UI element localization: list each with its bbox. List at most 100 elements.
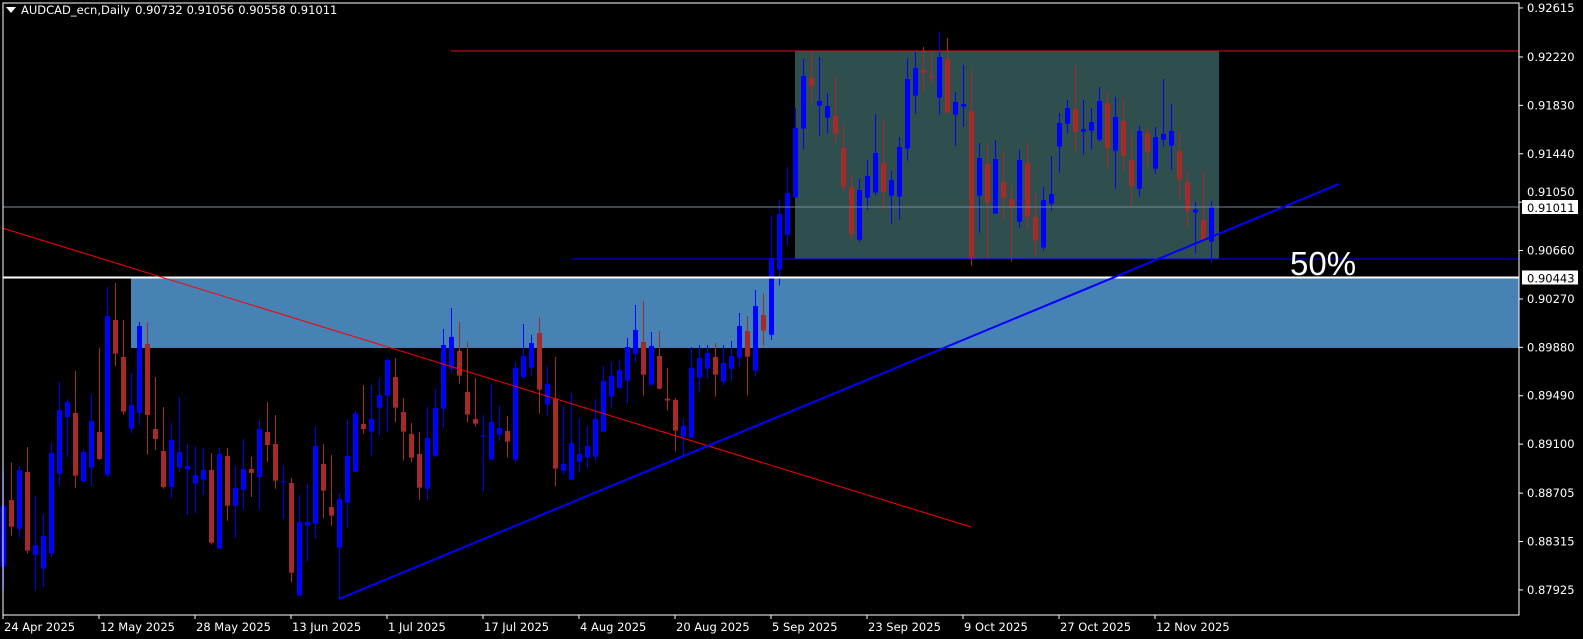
candle-bearish [1105, 91, 1110, 169]
candle-bearish [249, 456, 254, 497]
low-value: 0.90558 [238, 3, 286, 17]
candle-bullish [953, 91, 958, 146]
candle-body [57, 410, 62, 474]
candle-body [89, 420, 94, 468]
candle-body [1097, 100, 1102, 140]
candle-bullish [913, 52, 918, 114]
candle-bullish [177, 396, 182, 472]
candle-bullish [337, 493, 342, 599]
candle-bearish [673, 397, 678, 452]
candle-body [1129, 159, 1134, 186]
price-tick-label: 0.91050 [1527, 185, 1575, 199]
candle-body [657, 355, 662, 389]
candle-body [1081, 128, 1086, 132]
support-zone-rectangle [131, 277, 1519, 348]
candle-body [953, 101, 958, 115]
candle-bearish [25, 446, 30, 554]
candle-bullish [1097, 87, 1102, 142]
candle-body [1137, 130, 1142, 189]
candle-bullish [1049, 156, 1054, 211]
price-axis[interactable]: 0.92615 0.92220 0.91830 0.91440 0.91050 0.906… [1519, 1, 1578, 597]
candle-bearish [713, 343, 718, 397]
candle-bullish [1137, 125, 1142, 197]
candle-bullish [585, 426, 590, 469]
candle-body [961, 104, 966, 107]
candle-body [105, 315, 110, 476]
candle-body [793, 127, 798, 198]
candle-bullish [1065, 99, 1070, 134]
candle-body [201, 469, 206, 480]
candle-body [937, 56, 942, 98]
candle-body [1017, 159, 1022, 222]
candle-bearish [457, 321, 462, 384]
candle-bullish [857, 178, 862, 242]
candle-bullish [425, 406, 430, 500]
date-tick-label: 12 May 2025 [100, 620, 175, 634]
candle-body [1065, 107, 1070, 124]
candle-bullish [1169, 104, 1174, 170]
candle-bullish [89, 394, 94, 486]
candle-body [433, 407, 438, 456]
candle-bearish [417, 431, 422, 500]
candle-bearish [473, 377, 478, 427]
candle-bearish [1025, 142, 1030, 230]
candle-bullish [865, 159, 870, 210]
candle-body [281, 481, 286, 483]
level-price-label-text: 0.90443 [1527, 271, 1575, 285]
candle-body [673, 399, 678, 431]
candle-bullish [1113, 96, 1118, 189]
candle-bullish [241, 438, 246, 510]
candle-body [353, 413, 358, 472]
candle-bullish [977, 142, 982, 233]
candle-bullish [297, 495, 302, 596]
candle-body [993, 158, 998, 214]
candle-bearish [985, 144, 990, 259]
candle-bullish [785, 166, 790, 246]
candle-bullish [1057, 112, 1062, 173]
candle-body [697, 358, 702, 378]
candle-body [809, 77, 814, 86]
candle-body [601, 380, 606, 432]
candle-bullish [17, 465, 22, 538]
candle-bullish [817, 56, 822, 136]
candle-bullish [889, 171, 894, 224]
candle-body [841, 147, 846, 187]
candle-body [745, 330, 750, 357]
chart-objects-background [131, 51, 1519, 348]
candle-body [681, 425, 686, 437]
candle-bullish [1209, 201, 1214, 264]
bid-price-label: 0.91011 [1522, 200, 1578, 215]
candle-bullish [897, 137, 902, 220]
candle-bearish [401, 397, 406, 461]
candle-body [857, 190, 862, 240]
candle-body [41, 535, 46, 569]
candle-bearish [225, 447, 230, 521]
candle-body [1089, 122, 1094, 131]
triangle-down-icon[interactable] [6, 7, 16, 13]
candle-body [337, 498, 342, 548]
candle-bullish [41, 513, 46, 587]
candle-bullish [873, 113, 878, 196]
candle-body [985, 163, 990, 203]
candle-bullish [1161, 78, 1166, 147]
candle-bullish [281, 464, 286, 519]
price-tick-label: 0.90270 [1527, 292, 1575, 306]
candle-body [569, 443, 574, 480]
candle-bullish [561, 405, 566, 475]
time-axis[interactable]: 24 Apr 2025 12 May 2025 28 May 2025 13 Jun … [2, 615, 1230, 634]
candle-bullish [185, 444, 190, 515]
candle-bearish [329, 454, 334, 526]
candle-bearish [465, 342, 470, 423]
candle-body [921, 70, 926, 73]
candle-bullish [1081, 99, 1086, 155]
candle-body [897, 146, 902, 197]
candle-bearish [921, 46, 926, 93]
candle-body [529, 343, 534, 368]
date-tick-label: 9 Oct 2025 [964, 620, 1028, 634]
candle-bearish [1145, 127, 1150, 167]
candle-bullish [217, 447, 222, 549]
candle-bearish [409, 422, 414, 463]
price-tick-label: 0.91440 [1527, 147, 1575, 161]
candle-body [561, 463, 566, 471]
